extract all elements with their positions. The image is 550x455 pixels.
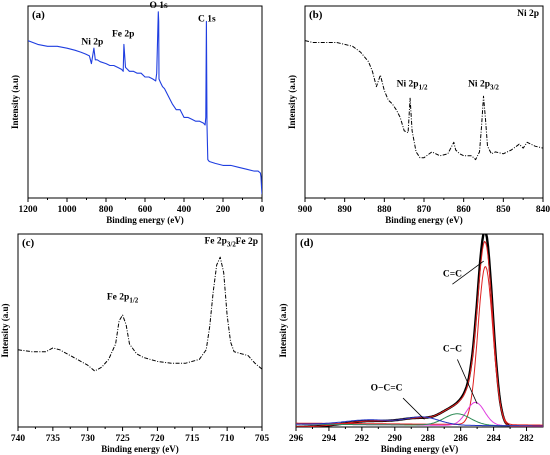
x-tick-label: 292	[355, 434, 370, 444]
y-axis-label: Intensity (a.u)	[278, 303, 288, 357]
x-tick-label: 290	[388, 434, 403, 444]
spectrum-line	[28, 11, 262, 195]
x-tick-label: 715	[185, 434, 200, 444]
x-tick-label: 284	[486, 434, 501, 444]
peak-label: Ni 2p1/2	[397, 80, 428, 92]
x-tick-label: 735	[46, 434, 61, 444]
x-tick-label: 294	[322, 434, 337, 444]
annotation-arrow	[452, 260, 484, 285]
x-tick-label: 400	[177, 205, 192, 215]
fit-curve-1	[296, 234, 543, 427]
x-axis-label: Binding energy (eV)	[385, 215, 463, 225]
x-tick-label: 880	[377, 205, 392, 215]
x-tick-label: 860	[457, 205, 472, 215]
annotation-arrow	[402, 397, 425, 420]
axes-frame	[295, 233, 544, 428]
x-axis-label: Binding energy (eV)	[106, 215, 184, 225]
x-tick-label: 296	[289, 434, 304, 444]
panel-label: (d)	[300, 237, 314, 249]
plot-area	[28, 11, 262, 195]
axes-frame	[304, 5, 544, 199]
peak-label: Ni 2p	[81, 37, 103, 47]
x-tick-label: 705	[255, 434, 270, 444]
panel-2: 900 890 880 870 860 850 840 Binding energy (eV)…	[287, 5, 550, 225]
plot-area	[305, 40, 543, 161]
x-tick-label: 890	[338, 205, 353, 215]
peak-label: C 1s	[198, 14, 216, 24]
y-axis-label: Intensity (a.u)	[0, 303, 10, 357]
peak-label: C=C	[443, 269, 462, 279]
x-tick-label: 720	[150, 434, 165, 444]
x-tick-label: 730	[81, 434, 96, 444]
y-axis-label: Intensity (a.u)	[10, 75, 20, 129]
x-tick-label: 286	[454, 434, 469, 444]
panel-label: (b)	[309, 9, 323, 21]
x-tick-label: 740	[11, 434, 26, 444]
x-tick-label: 1000	[58, 205, 77, 215]
spectrum-line	[18, 256, 262, 372]
x-tick-label: 900	[298, 205, 313, 215]
panel-label: (a)	[32, 9, 45, 21]
spectrum-line	[305, 40, 543, 161]
panel-title: Fe 2p	[236, 237, 258, 247]
y-axis-label: Intensity (a.u)	[287, 75, 297, 129]
x-tick-label: 850	[496, 205, 511, 215]
x-tick-label: 870	[417, 205, 432, 215]
axes-frame	[27, 5, 263, 199]
panel-title: Ni 2p	[517, 9, 539, 19]
fit-curve-2	[296, 240, 543, 427]
plot-area	[296, 234, 543, 427]
peak-label: O 1s	[150, 1, 169, 11]
annotation-arrow	[457, 359, 478, 405]
panel-3: 740 735 730 725 720 715 710 705 Binding energy (…	[0, 233, 270, 454]
x-axis-label: Binding energy (eV)	[381, 444, 459, 454]
axes-frame	[17, 233, 263, 428]
x-tick-label: 1200	[19, 205, 38, 215]
peak-label: O−C=C	[371, 383, 403, 393]
x-tick-label: 282	[519, 434, 534, 444]
plot-area	[18, 256, 262, 372]
x-tick-label: 200	[216, 205, 231, 215]
x-tick-label: 0	[260, 205, 265, 215]
x-tick-label: 840	[536, 205, 550, 215]
x-tick-label: 710	[220, 434, 235, 444]
fit-curve-6	[296, 416, 543, 427]
x-tick-label: 288	[421, 434, 436, 444]
x-axis-label: Binding energy (eV)	[101, 444, 179, 454]
peak-label: Fe 2p	[112, 30, 134, 40]
x-tick-label: 600	[138, 205, 153, 215]
panel-1: 1200 1000 800 600 400 200 0 Binding energy (eV)…	[10, 1, 265, 225]
panel-4: 296 294 292 290 288 286 284 282 Binding energy (…	[278, 233, 544, 454]
fit-curve-3	[296, 266, 543, 426]
panel-label: (c)	[22, 237, 35, 249]
peak-label: Fe 2p3/2	[204, 237, 236, 249]
peak-label: C−C	[443, 345, 462, 355]
peak-label: Fe 2p1/2	[107, 293, 139, 305]
x-tick-label: 800	[99, 205, 114, 215]
peak-label: Ni 2p3/2	[468, 80, 499, 92]
x-tick-label: 725	[115, 434, 130, 444]
